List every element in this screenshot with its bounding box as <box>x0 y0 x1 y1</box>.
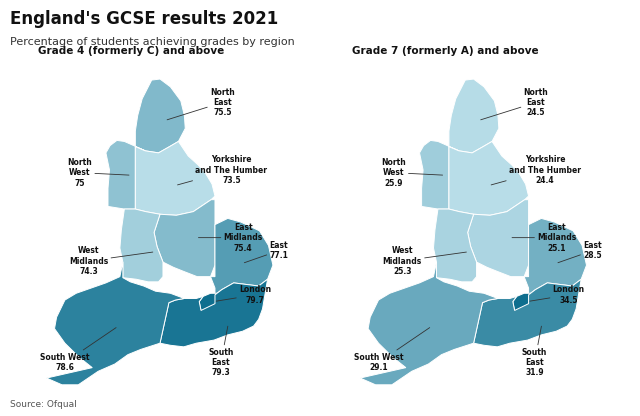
Text: South
East
31.9: South East 31.9 <box>522 326 547 377</box>
Text: North
West
25.9: North West 25.9 <box>381 158 443 188</box>
Text: East
Midlands
75.4: East Midlands 75.4 <box>198 223 263 253</box>
Text: South West
29.1: South West 29.1 <box>354 328 429 372</box>
Text: Yorkshire
and The Humber
73.5: Yorkshire and The Humber 73.5 <box>177 155 268 185</box>
Polygon shape <box>420 141 459 209</box>
Polygon shape <box>449 79 499 153</box>
Text: London
79.7: London 79.7 <box>216 285 271 305</box>
Text: East
77.1: East 77.1 <box>244 241 288 263</box>
Polygon shape <box>106 141 145 209</box>
Polygon shape <box>524 218 586 304</box>
Polygon shape <box>47 262 184 385</box>
Text: North
East
24.5: North East 24.5 <box>481 87 548 120</box>
Text: South West
78.6: South West 78.6 <box>40 328 116 372</box>
Polygon shape <box>211 218 273 304</box>
Text: East
28.5: East 28.5 <box>558 241 602 263</box>
Text: Percentage of students achieving grades by region: Percentage of students achieving grades … <box>10 37 294 47</box>
Polygon shape <box>135 79 185 153</box>
Text: B: B <box>568 396 577 406</box>
Text: Yorkshire
and The Humber
24.4: Yorkshire and The Humber 24.4 <box>491 155 581 185</box>
Polygon shape <box>120 209 163 282</box>
Text: North
East
75.5: North East 75.5 <box>167 87 235 120</box>
Polygon shape <box>199 293 228 313</box>
Text: South
East
79.3: South East 79.3 <box>208 326 234 377</box>
Polygon shape <box>449 141 529 215</box>
Text: West
Midlands
25.3: West Midlands 25.3 <box>383 246 467 276</box>
Text: B: B <box>595 396 603 406</box>
Text: C: C <box>621 396 628 406</box>
Polygon shape <box>433 209 477 282</box>
Text: West
Midlands
74.3: West Midlands 74.3 <box>69 246 153 276</box>
Text: East
Midlands
25.1: East Midlands 25.1 <box>512 223 577 253</box>
Polygon shape <box>135 141 215 215</box>
Text: Grade 4 (formerly C) and above: Grade 4 (formerly C) and above <box>38 46 225 56</box>
Polygon shape <box>474 279 581 347</box>
Polygon shape <box>160 279 268 347</box>
Text: England's GCSE results 2021: England's GCSE results 2021 <box>10 10 278 28</box>
Text: Source: Ofqual: Source: Ofqual <box>10 399 76 409</box>
Polygon shape <box>468 200 529 277</box>
Text: London
34.5: London 34.5 <box>530 285 585 305</box>
Text: North
West
75: North West 75 <box>67 158 129 188</box>
Text: Grade 7 (formerly A) and above: Grade 7 (formerly A) and above <box>352 46 538 56</box>
Polygon shape <box>154 200 215 277</box>
Polygon shape <box>513 293 541 313</box>
Polygon shape <box>360 262 498 385</box>
